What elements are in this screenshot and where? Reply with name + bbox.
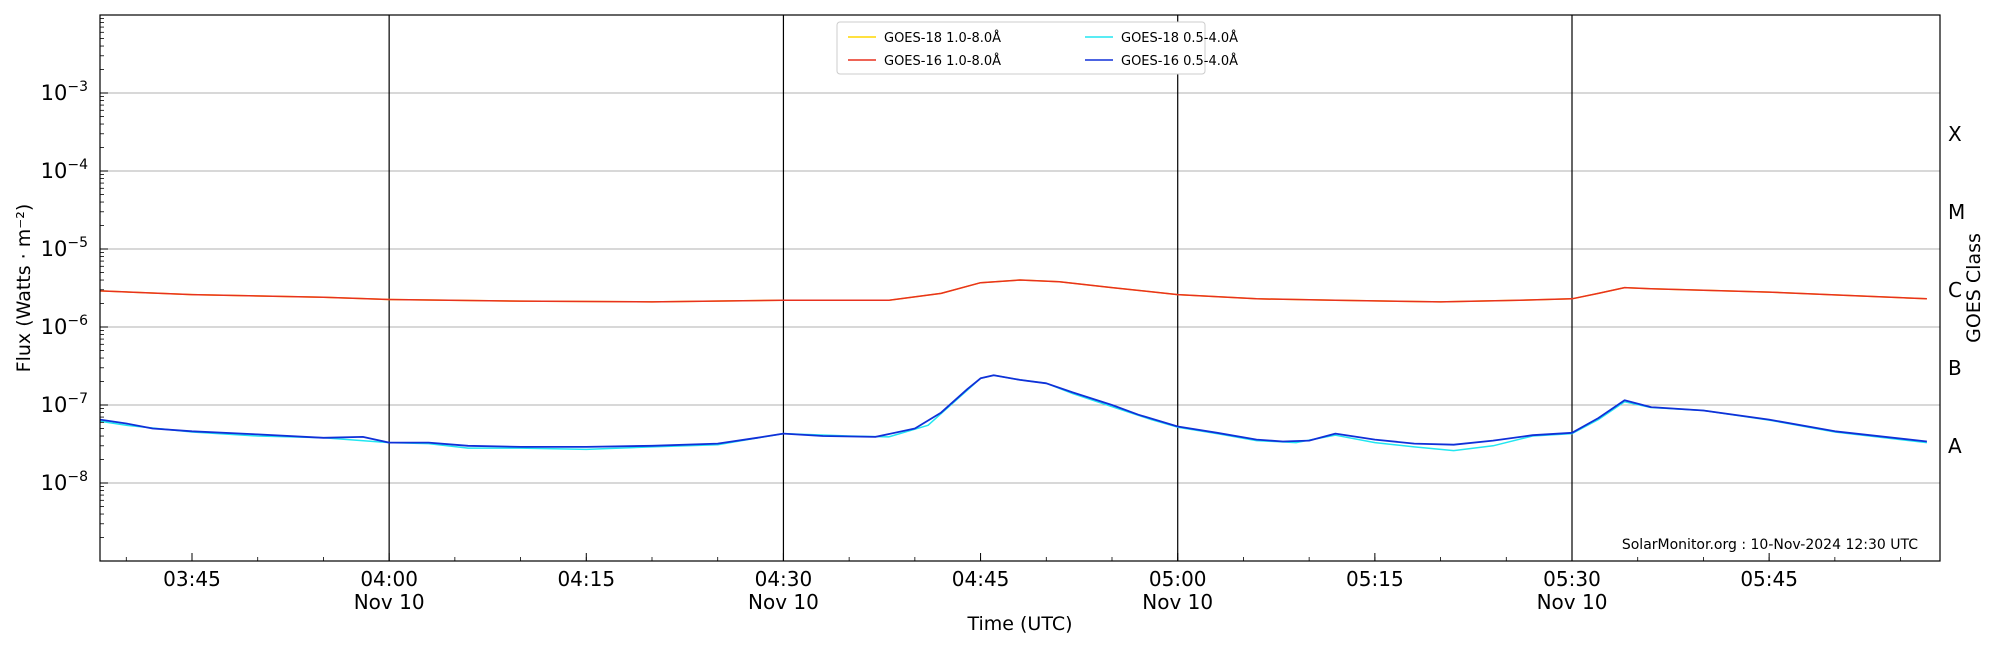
goes-class-b: B: [1948, 356, 1962, 380]
legend-label: GOES-18 1.0-8.0Å: [884, 30, 1001, 46]
y-tick-label: 10−8: [41, 469, 88, 495]
x-axis-label: Time (UTC): [966, 613, 1072, 635]
x-tick-sublabel: Nov 10: [1537, 590, 1608, 614]
goes-class-m: M: [1948, 200, 1965, 224]
x-tick-label: 05:30: [1543, 567, 1601, 591]
y-tick-label: 10−7: [41, 391, 88, 417]
y-tick-label: 10−6: [41, 313, 88, 339]
y-tick-label: 10−4: [41, 157, 88, 183]
goes-class-x: X: [1948, 122, 1962, 146]
x-tick-label: 04:00: [360, 567, 418, 591]
x-tick-label: 04:15: [557, 567, 615, 591]
x-tick-sublabel: Nov 10: [1142, 590, 1213, 614]
goes-class-c: C: [1948, 278, 1962, 302]
x-tick-label: 05:45: [1740, 567, 1798, 591]
grid-lines: [100, 92, 1940, 484]
right-axis-label: GOES Class: [1963, 233, 1985, 343]
series-line-4: [99, 374, 1927, 448]
x-tick-label: 05:15: [1346, 567, 1404, 591]
x-tick-label: 04:45: [952, 567, 1010, 591]
y-axis-ticks: 10−3 10−4 10−5 10−6 10−7 10−8: [41, 18, 108, 538]
series-lines: [99, 279, 1927, 452]
day-marker-lines: [388, 15, 1573, 561]
goes-class-a: A: [1948, 434, 1962, 458]
legend-label: GOES-18 0.5-4.0Å: [1121, 30, 1238, 46]
goes-class-labels: X M C B A: [1948, 122, 1965, 458]
watermark-text: SolarMonitor.org : 10-Nov-2024 12:30 UTC: [1622, 537, 1918, 553]
legend-label: GOES-16 1.0-8.0Å: [884, 53, 1001, 69]
legend-label: GOES-16 0.5-4.0Å: [1121, 53, 1238, 69]
y-tick-label: 10−5: [41, 235, 88, 261]
legend-box: [836, 21, 1206, 75]
legend: GOES-18 1.0-8.0Å GOES-16 1.0-8.0Å GOES-18 …: [836, 21, 1238, 75]
series-line-2: [99, 279, 1927, 303]
x-tick-label: 04:30: [755, 567, 813, 591]
x-tick-label: 03:45: [163, 567, 221, 591]
x-tick-sublabel: Nov 10: [354, 590, 425, 614]
plot-frame: [99, 14, 1941, 562]
y-axis-label: Flux (Watts · m⁻²): [13, 204, 35, 373]
y-tick-label: 10−3: [41, 79, 88, 105]
x-tick-label: 05:00: [1149, 567, 1207, 591]
x-tick-sublabel: Nov 10: [748, 590, 819, 614]
